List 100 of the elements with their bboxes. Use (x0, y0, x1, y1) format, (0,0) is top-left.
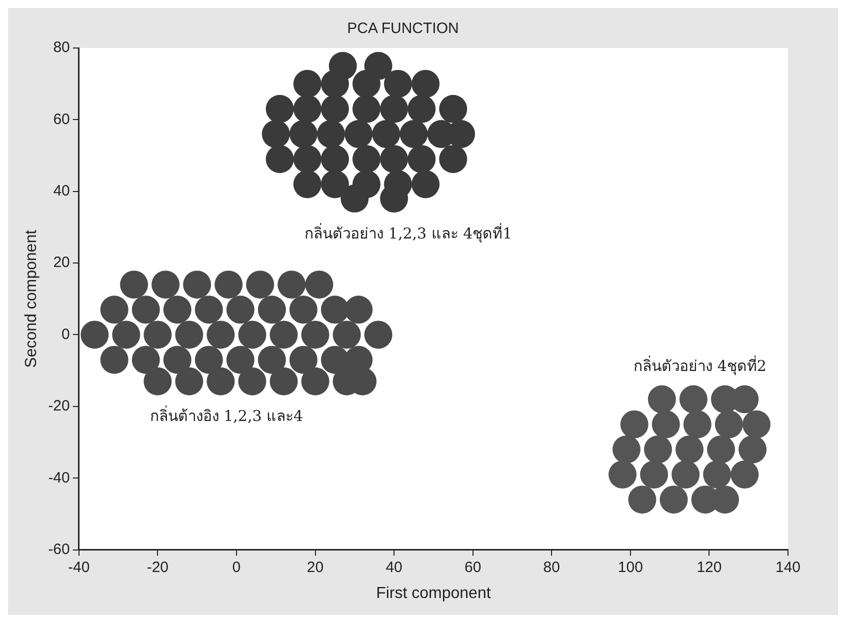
x-tick-label: 100 (618, 558, 643, 576)
x-tick-label: 120 (696, 558, 722, 576)
y-tick-label: 60 (53, 110, 70, 128)
point (214, 270, 243, 299)
point (676, 435, 704, 464)
point (289, 120, 318, 148)
point (328, 52, 357, 80)
point (320, 296, 349, 324)
point (226, 296, 254, 324)
y-axis-title: Second component (23, 229, 40, 368)
y-tick-label: -20 (48, 398, 70, 415)
x-tick-label: 0 (232, 558, 241, 576)
point (194, 346, 223, 374)
point (364, 52, 392, 80)
point (340, 184, 369, 213)
x-tick-label: 60 (464, 558, 482, 576)
point (246, 270, 274, 299)
point (380, 94, 408, 123)
point (384, 70, 412, 98)
point (352, 145, 380, 174)
point (317, 120, 346, 148)
point (320, 170, 349, 198)
y-tick-label: 20 (53, 254, 70, 272)
point (652, 410, 680, 438)
point (144, 320, 172, 349)
point (439, 94, 468, 123)
point (183, 270, 212, 299)
point (293, 145, 322, 174)
point (364, 320, 392, 349)
chart-title: PCA FUNCTION (347, 20, 459, 38)
point (163, 346, 192, 374)
point (412, 70, 440, 98)
point (352, 94, 380, 123)
point (620, 410, 648, 438)
point (320, 145, 349, 174)
point (270, 320, 298, 349)
point (206, 320, 235, 349)
point (344, 120, 373, 148)
point (408, 145, 436, 174)
x-tick-label: -20 (146, 558, 169, 576)
point (640, 460, 668, 489)
point (100, 296, 128, 324)
point (400, 120, 428, 148)
x-tick-label: 20 (306, 558, 324, 576)
point (293, 70, 322, 98)
point (608, 460, 637, 489)
point (270, 367, 298, 396)
y-tick-label: -60 (48, 540, 70, 558)
point (112, 320, 140, 349)
point (289, 296, 318, 324)
y-tick-label: 0 (62, 326, 70, 343)
point (679, 385, 708, 414)
point (293, 94, 322, 123)
point (238, 367, 266, 396)
point (644, 435, 672, 464)
point (707, 435, 736, 464)
point (175, 320, 204, 349)
point (289, 346, 318, 374)
point (293, 170, 322, 198)
annotation: กลิ่นตัวอย่าง 1,2,3 และ 4ชุดที่1 (304, 222, 512, 244)
point (412, 170, 440, 198)
point (648, 385, 676, 414)
point (320, 94, 349, 123)
point (612, 435, 640, 464)
point (226, 346, 254, 374)
point (100, 346, 128, 374)
point (408, 94, 436, 123)
point (439, 145, 468, 174)
point (372, 120, 400, 148)
point (332, 320, 361, 349)
point (703, 460, 732, 489)
point (628, 486, 656, 514)
point (278, 270, 306, 299)
point (262, 120, 290, 148)
point (238, 320, 266, 349)
point (258, 296, 286, 324)
point (683, 410, 712, 438)
point (175, 367, 204, 396)
point (305, 270, 334, 299)
x-tick-label: 40 (386, 558, 402, 576)
point (742, 410, 770, 438)
x-tick-label: -40 (68, 558, 90, 576)
point (152, 270, 180, 299)
point (344, 296, 373, 324)
point (194, 296, 223, 324)
point (301, 367, 330, 396)
point (132, 346, 160, 374)
point (380, 145, 408, 174)
annotation: กลิ่นต้างอิง 1,2,3 และ4 (150, 405, 304, 426)
x-tick-label: 80 (543, 558, 560, 576)
point (163, 296, 192, 324)
point (266, 145, 294, 174)
point (660, 486, 688, 514)
y-tick-label: 40 (53, 182, 70, 200)
x-tick-label: 140 (775, 558, 801, 576)
point (206, 367, 235, 396)
point (672, 460, 700, 489)
point (738, 435, 767, 464)
point (132, 296, 160, 324)
y-tick-label: -40 (48, 469, 70, 486)
